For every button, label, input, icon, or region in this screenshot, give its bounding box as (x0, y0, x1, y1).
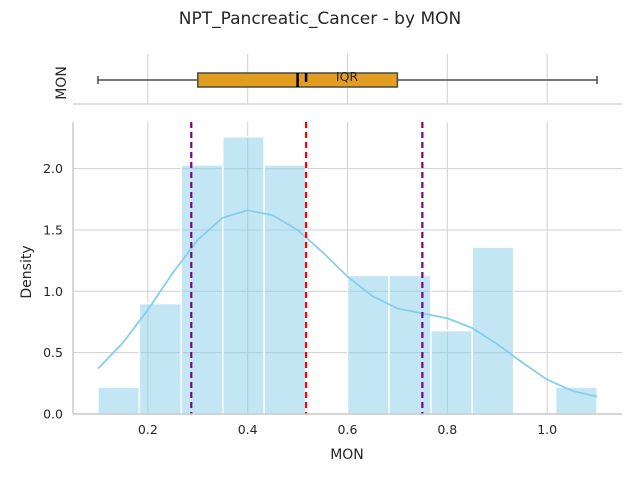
box-iqr-label: IQR (336, 69, 359, 84)
histogram-bar (263, 164, 307, 415)
x-tick-label: 0.2 (138, 422, 158, 437)
y-tick-label: 1.0 (43, 284, 63, 299)
y-tick-label: 1.5 (43, 222, 63, 237)
boxplot-y-label: MON (54, 66, 70, 100)
y-tick-label: 2.0 (43, 161, 63, 176)
histogram-bar (388, 274, 432, 415)
y-axis-label: Density (19, 245, 35, 298)
x-tick-label: 0.8 (437, 422, 457, 437)
kde-curve (97, 209, 598, 398)
x-tick-label: 0.6 (338, 422, 358, 437)
histogram-bar (430, 329, 474, 415)
histogram-bar (346, 274, 390, 415)
x-axis-label: MON (330, 447, 364, 463)
boxplot-panel: IQR (73, 54, 622, 105)
chart-title: NPT_Pancreatic_Cancer - by MON (179, 9, 461, 29)
histogram-bar (97, 386, 141, 415)
histogram-bar (471, 246, 515, 415)
x-tick-label: 0.4 (238, 422, 258, 437)
histogram-bar (138, 302, 183, 415)
y-tick-label: 0.5 (43, 345, 63, 360)
y-tick-label: 0.0 (43, 407, 63, 422)
x-tick-label: 1.0 (537, 422, 557, 437)
histogram-bar (221, 135, 265, 415)
histogram-bar (180, 164, 224, 415)
histogram-panel: 0.2 0.4 0.6 0.8 1.0 0.0 0.5 1.0 1.5 2.0 (43, 122, 622, 437)
